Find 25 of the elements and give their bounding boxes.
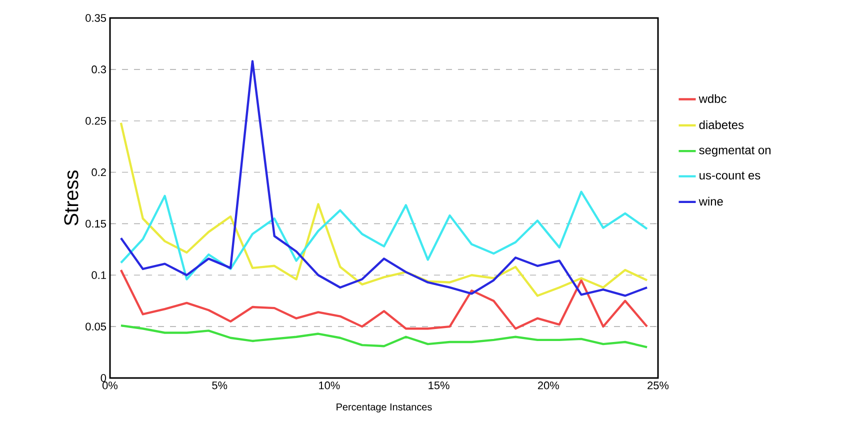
- y-tick-label: 0.1: [92, 271, 106, 280]
- legend-label: segmentat on: [699, 146, 770, 157]
- x-tick-label: 15%: [428, 382, 450, 390]
- x-tick-label: 10%: [319, 382, 340, 390]
- y-tick-label: 0.2: [92, 168, 106, 176]
- line-series: [120, 268, 648, 330]
- y-tick-label: 0.15: [86, 220, 106, 228]
- legend-label: us-count es: [700, 172, 760, 180]
- y-tick-label: 0.05: [86, 322, 106, 330]
- line-series: [120, 190, 648, 280]
- legend-label: wine: [698, 196, 723, 206]
- legend-label: diabetes: [699, 120, 744, 130]
- y-tick-label: 0.25: [86, 116, 106, 125]
- x-tick-label: 5%: [212, 382, 228, 390]
- line-series: [120, 122, 648, 297]
- y-tick-label: 0.3: [92, 66, 106, 74]
- y-axis-title: Stress: [64, 170, 78, 226]
- legend-label: wdbc: [698, 94, 726, 103]
- x-tick-label: 25%: [648, 382, 669, 390]
- y-tick-label: 0: [100, 374, 106, 382]
- line-series: [120, 60, 648, 297]
- y-tick-label: 0.35: [86, 14, 106, 22]
- x-tick-label: 0%: [102, 382, 118, 390]
- x-axis-title: Percentage Instances: [336, 404, 432, 412]
- x-tick-label: 20%: [538, 382, 559, 390]
